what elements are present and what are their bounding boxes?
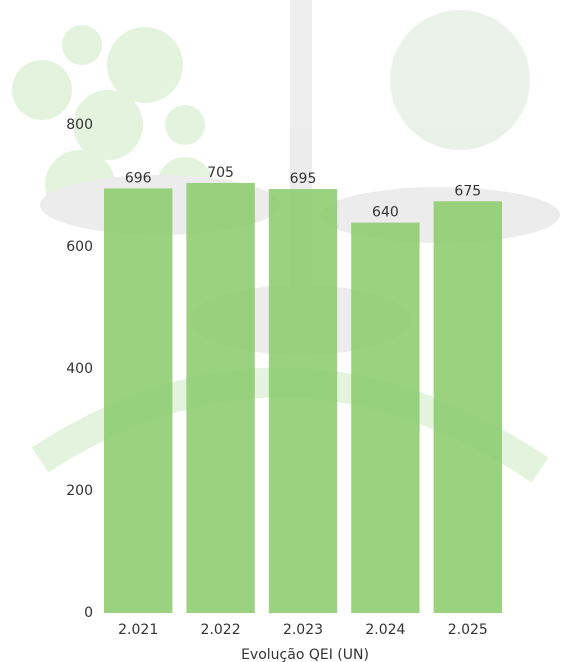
bar bbox=[186, 182, 255, 613]
x-tick-label: 2.024 bbox=[365, 622, 405, 638]
x-tick-label: 2.025 bbox=[448, 622, 488, 638]
data-label: 696 bbox=[125, 170, 152, 186]
y-tick-label: 0 bbox=[84, 605, 93, 621]
bar bbox=[433, 201, 502, 613]
y-tick-label: 200 bbox=[66, 483, 93, 499]
data-label: 705 bbox=[207, 165, 234, 181]
y-tick-label: 400 bbox=[66, 361, 93, 377]
bar bbox=[104, 188, 173, 613]
bar bbox=[268, 189, 338, 614]
data-label: 640 bbox=[372, 205, 399, 221]
x-tick-label: 2.022 bbox=[201, 622, 241, 638]
x-tick-label: 2.021 bbox=[118, 622, 158, 638]
y-tick-label: 600 bbox=[66, 239, 93, 255]
y-tick-label: 800 bbox=[66, 117, 93, 133]
bar bbox=[351, 222, 420, 613]
x-axis-label: Evolução QEI (UN) bbox=[241, 647, 369, 662]
data-label: 695 bbox=[290, 171, 317, 187]
x-tick-label: 2.023 bbox=[283, 622, 323, 638]
data-label: 675 bbox=[454, 183, 481, 199]
